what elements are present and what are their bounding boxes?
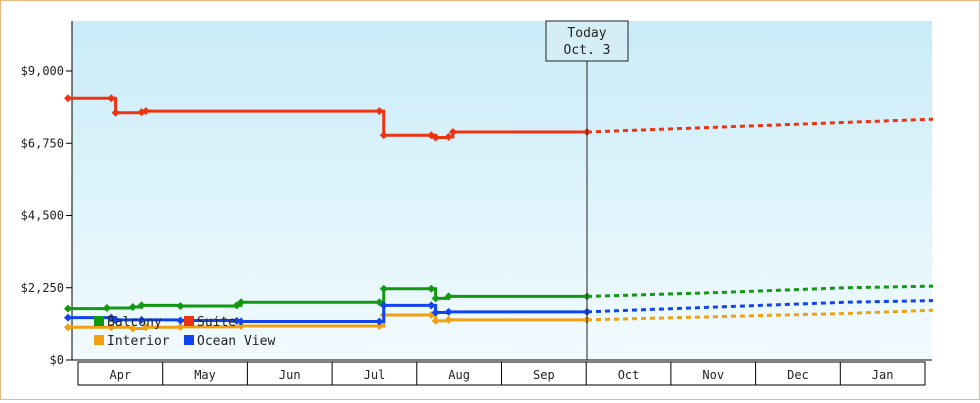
y-tick-label: $4,500 [21,209,64,223]
data-point [107,323,116,332]
legend-swatch [94,316,104,326]
data-point [64,304,72,313]
data-point [111,108,120,117]
legend-label: Suite [197,315,236,330]
data-point [431,294,440,303]
data-point [176,302,185,311]
month-label: Oct [618,368,640,382]
data-point [375,321,384,330]
data-point [431,316,440,325]
month-label: Dec [787,368,809,382]
y-tick-label: $6,750 [21,136,64,150]
month-label: Sep [533,368,555,382]
legend-label: Balcony [107,315,162,330]
legend: Balcony Suite Interior Ocean View [94,315,275,349]
y-tick-label: $9,000 [21,64,64,78]
data-point [431,133,440,142]
plot-background [72,21,932,360]
legend-label: Ocean View [197,334,275,349]
today-label: Today [567,26,606,41]
series-projection [586,308,934,322]
data-point [128,303,137,312]
data-point [64,313,72,322]
data-point [444,132,453,141]
data-point [237,317,245,326]
data-point [237,321,245,330]
data-point [64,94,72,103]
data-point [141,323,150,332]
month-label: Nov [702,368,724,382]
month-label: Jul [364,368,386,382]
series-layer [64,94,934,333]
series-projection [586,284,934,298]
data-point [427,301,436,310]
legend-swatch [94,335,104,345]
y-axis: $0 $2,250 $4,500 $6,750 $9,000 [21,21,932,367]
month-label: Aug [448,368,470,382]
data-point [427,284,436,293]
y-tick-label: $2,250 [21,281,64,295]
y-tick-label: $0 [50,353,64,367]
data-point [375,317,384,326]
data-point [102,303,111,312]
data-point [444,307,453,316]
data-point [137,301,146,310]
legend-swatch [184,335,194,345]
data-point [111,315,120,324]
data-point [107,94,116,103]
x-axis: Apr May Jun Jul Aug Sep Oct Nov Dec Jan [77,361,926,386]
today-box [545,20,629,62]
month-label: May [194,368,216,382]
data-point [176,322,185,331]
month-label: Apr [110,368,132,382]
month-label: Jan [872,368,894,382]
data-point [128,324,137,333]
data-point [444,315,453,324]
data-point [448,128,457,137]
data-point [176,316,185,325]
legend-label: Interior [107,334,170,349]
today-label: Oct. 3 [564,43,611,58]
data-point [379,301,388,310]
series-projection [586,299,934,314]
data-point [141,107,150,116]
data-point [444,292,453,301]
data-point [137,315,146,324]
series-projection [586,117,934,134]
data-point [379,131,388,140]
data-point [431,308,440,317]
data-point [379,284,388,293]
data-point [237,298,245,307]
legend-swatch [184,316,194,326]
today-marker: Today Oct. 3 [545,20,629,360]
data-point [375,107,384,116]
data-point [64,323,72,332]
month-label: Jun [279,368,301,382]
